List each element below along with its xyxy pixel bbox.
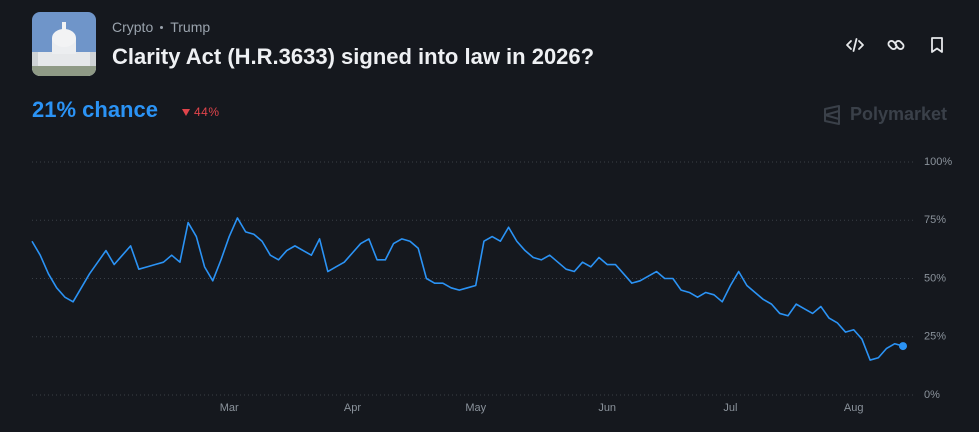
bookmark-button[interactable] [925,33,949,57]
x-tick-label: Mar [220,402,239,414]
x-tick-label: Apr [344,402,361,414]
down-arrow [182,108,190,116]
change: 44% [182,105,220,119]
embed-button[interactable] [843,33,867,57]
market-title: Clarity Act (H.R.3633) signed into law i… [112,44,595,69]
chance: 21% chance [32,97,158,122]
market-image [32,12,96,76]
brand-name: Polymarket [850,104,948,124]
x-tick-label: May [465,402,486,414]
toolbar [843,33,949,57]
tag[interactable]: Crypto [112,19,154,35]
x-tick-label: Jul [723,402,737,414]
tag[interactable]: Trump [170,19,211,35]
change-value: 44% [194,105,220,119]
capitol-image [32,12,96,76]
y-tick-label: 100% [924,156,952,168]
y-tick-label: 75% [924,214,946,226]
last-point [899,342,907,351]
y-tick-label: 25% [924,331,946,343]
y-tick-label: 0% [924,389,940,401]
tags: Crypto Trump [112,19,210,35]
price-line [31,217,904,361]
link-button[interactable] [884,33,908,57]
x-tick-label: Aug [844,402,864,414]
separator [160,25,164,29]
x-tick-label: Jun [598,402,616,414]
brand: Polymarket [822,104,947,125]
y-tick-label: 50% [924,272,946,284]
brand-logo [824,104,840,125]
